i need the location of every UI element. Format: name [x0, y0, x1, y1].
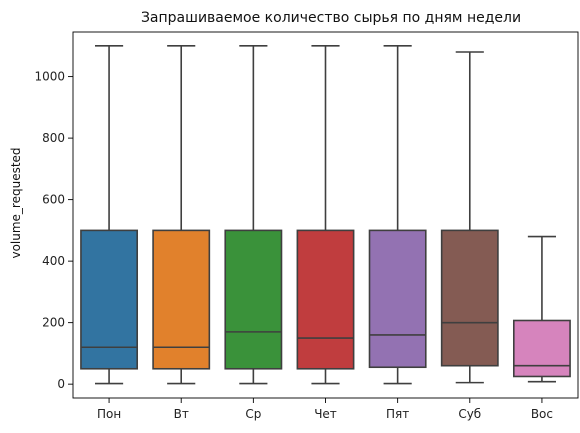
y-tick-label: 800 — [42, 131, 65, 145]
y-tick-label: 400 — [42, 254, 65, 268]
box-Пят — [368, 45, 427, 385]
x-tick-label: Ср — [245, 407, 261, 421]
y-tick-label: 200 — [42, 316, 65, 330]
box-Ср — [224, 45, 283, 385]
iqr-box — [296, 229, 355, 370]
y-tick-label: 1000 — [34, 70, 65, 84]
box-Чет — [296, 45, 355, 385]
iqr-box — [224, 229, 283, 370]
box-Вт — [152, 45, 211, 385]
iqr-box — [440, 229, 499, 367]
iqr-box — [152, 229, 211, 370]
box-Вос — [512, 235, 571, 383]
iqr-box — [80, 229, 139, 370]
box-Пон — [80, 45, 139, 385]
y-tick-label: 600 — [42, 193, 65, 207]
x-tick-label: Вт — [174, 407, 189, 421]
chart-title: Запрашиваемое количество сырья по дням н… — [141, 10, 521, 26]
x-tick-label: Суб — [458, 407, 481, 421]
y-axis-label: volume_requested — [9, 147, 23, 258]
iqr-box — [368, 229, 427, 369]
x-tick-label: Вос — [531, 407, 553, 421]
plot-area: 0 200 400 600 800 1000 Пон Вт Ср Чет Пят Суб Вос — [34, 45, 571, 421]
x-tick-label: Пон — [97, 407, 121, 421]
plot-frame — [72, 31, 579, 399]
y-tick-label: 0 — [57, 377, 65, 391]
x-tick-label: Чет — [314, 407, 337, 421]
x-tick-label: Пят — [386, 407, 409, 421]
box-Суб — [440, 51, 499, 384]
iqr-box — [512, 319, 571, 378]
